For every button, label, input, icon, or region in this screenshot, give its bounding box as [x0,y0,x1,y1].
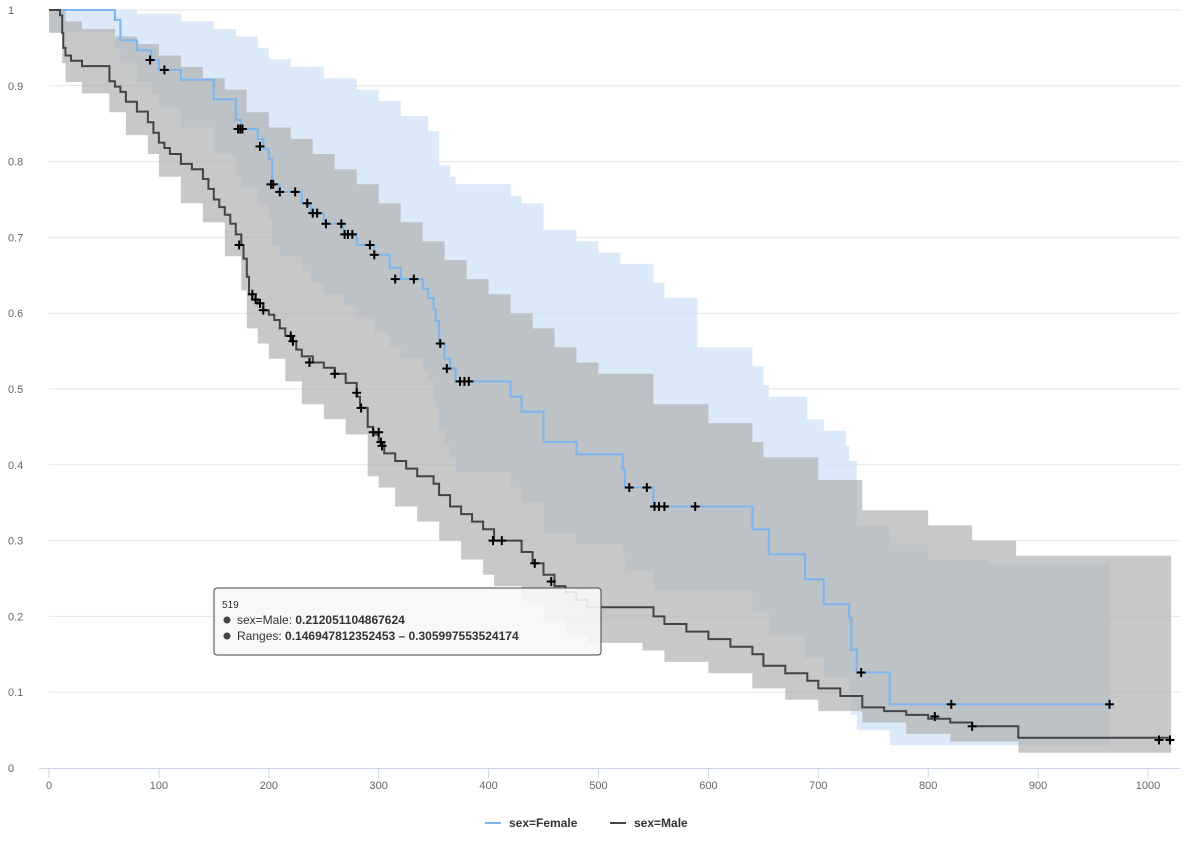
tooltip-ranges-value: 0.146947812352453 – 0.305997553524174 [285,629,519,643]
censor-mark-female [268,179,278,189]
censor-mark-female [255,141,265,151]
censor-mark-male [304,357,314,367]
tooltip-bullet-icon [223,632,231,640]
x-tick-label: 100 [150,780,168,792]
y-tick-label: 0.2 [8,611,23,623]
censor-mark-male [255,298,265,308]
y-tick-label: 0 [8,763,14,775]
censor-mark-female [159,65,169,75]
censor-mark-female [302,198,312,208]
axis-layer: 0 0.1 0.2 0.3 0.4 0.5 0.6 0.7 0.8 0.9 1 0 100 200 300 4… [8,5,1180,792]
censor-mark-female [290,187,300,197]
censor-mark-female [369,250,379,260]
legend: sex=Female sex=Male [485,816,688,830]
censor-mark-male [286,331,296,341]
censor-mark-male [967,721,977,731]
survival-lines [49,9,1172,739]
x-tick-label: 300 [370,780,388,792]
censor-mark-female [390,274,400,284]
legend-label-male: sex=Male [634,816,688,830]
censor-mark-male [258,305,268,315]
tooltip-series-value: 0.212051104867624 [295,613,405,627]
censor-mark-female [347,229,357,239]
censor-mark-male [288,336,298,346]
censor-mark-male [488,536,498,546]
censor-mark-female [624,483,634,493]
tooltip-x-value: 519 [222,600,239,611]
tooltip-ranges-label: Ranges [237,629,278,643]
confidence-band-male [49,10,1172,757]
censor-mark-female [321,219,331,229]
censor-mark-female [946,699,956,709]
x-tick-label: 200 [260,780,278,792]
censor-mark-male [377,441,387,451]
svg-text:Ranges: 0.146947812352453 – 0.: Ranges: 0.146947812352453 – 0.3059975535… [237,629,519,643]
legend-item-female[interactable]: sex=Female [485,816,578,830]
tooltip: 519 sex=Male: 0.212051104867624 Ranges: … [213,587,602,656]
y-tick-label: 0.4 [8,460,23,472]
x-tick-label: 700 [809,780,827,792]
y-tick-label: 0.6 [8,308,23,320]
censor-mark-male [1165,735,1175,745]
censor-mark-female [365,240,375,250]
censor-mark-female [690,501,700,511]
legend-label-female: sex=Female [509,816,578,830]
censored-markers [145,55,1175,745]
tooltip-box [213,587,602,656]
y-tick-label: 0.3 [8,536,23,548]
legend-item-male[interactable]: sex=Male [610,816,688,830]
censor-mark-female [856,667,866,677]
y-tick-label: 0.9 [8,81,23,93]
censor-mark-male [352,388,362,398]
censor-mark-male [497,536,507,546]
censor-mark-male [234,240,244,250]
censor-mark-female [659,501,669,511]
censor-mark-male [356,403,366,413]
censor-mark-female [145,55,155,65]
censor-mark-female [464,376,474,386]
x-tick-label: 800 [919,780,937,792]
censor-mark-female [642,483,652,493]
censor-mark-male [330,369,340,379]
censor-mark-female [336,219,346,229]
censor-mark-male [530,558,540,568]
censor-mark-male [1154,735,1164,745]
tooltip-series-name: sex=Male [237,613,289,627]
x-tick-label: 400 [479,780,497,792]
x-tick-label: 500 [589,780,607,792]
y-tick-label: 0.5 [8,384,23,396]
censor-mark-female [275,187,285,197]
svg-text:sex=Male: 0.212051104867624: sex=Male: 0.212051104867624 [237,613,405,627]
survival-line-female[interactable] [49,9,1110,706]
censor-mark-female [435,339,445,349]
y-tick-label: 0.7 [8,232,23,244]
censor-mark-male [930,711,940,721]
y-tick-label: 0.8 [8,157,23,169]
confidence-bands [49,10,1172,757]
tooltip-bullet-icon [223,616,231,624]
censor-mark-female [442,364,452,374]
censor-mark-female [237,124,247,134]
censor-mark-female [1105,699,1115,709]
censor-mark-female [409,274,419,284]
censor-mark-male [374,427,384,437]
censor-mark-female [312,208,322,218]
y-tick-label: 1 [8,5,14,17]
survival-line-male[interactable] [49,9,1172,739]
censor-mark-male [247,289,257,299]
x-tick-label: 1000 [1136,780,1160,792]
x-tick-label: 600 [699,780,717,792]
x-tick-label: 900 [1029,780,1047,792]
y-tick-label: 0.1 [8,687,23,699]
x-tick-label: 0 [46,780,52,792]
censor-mark-male [546,577,556,587]
